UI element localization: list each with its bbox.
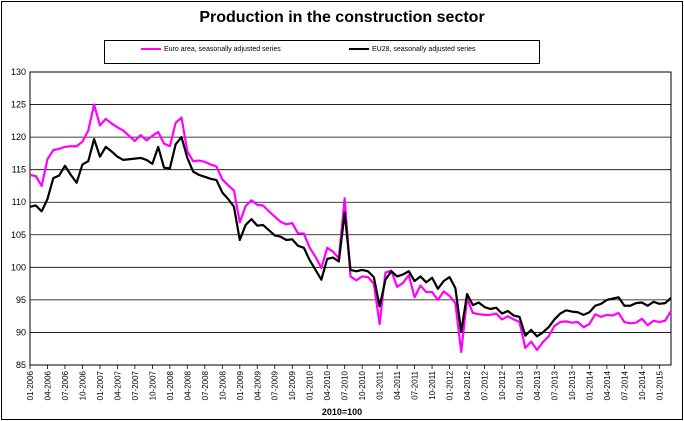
x-tick-label-10-2013: 10-2013	[568, 370, 577, 400]
legend-item-euro-area: Euro area, seasonally adjusted series	[141, 46, 281, 53]
x-tick-label-10-2007: 10-2007	[148, 370, 157, 400]
y-tick-label-95: 95	[16, 295, 26, 305]
x-tick-label-04-2009: 04-2009	[253, 370, 262, 400]
legend-label-euro-area: Euro area, seasonally adjusted series	[164, 46, 281, 53]
x-tick-label-04-2012: 04-2012	[463, 370, 472, 400]
x-tick-label-04-2010: 04-2010	[323, 370, 332, 400]
legend-item-eu28: EU28, seasonally adjusted series	[349, 46, 476, 53]
x-tick-label-01-2010: 01-2010	[306, 370, 315, 400]
x-tick-label-07-2011: 07-2011	[411, 370, 420, 399]
base-year-note: 2010=100	[321, 407, 363, 417]
legend-swatch-euro-area	[141, 48, 161, 51]
y-tick-label-110: 110	[12, 197, 26, 207]
x-tick-label-07-2006: 07-2006	[61, 370, 70, 400]
x-tick-label-10-2014: 10-2014	[638, 370, 647, 400]
legend-label-eu28: EU28, seasonally adjusted series	[372, 46, 476, 53]
y-tick-label-125: 125	[11, 100, 26, 110]
x-tick-label-04-2014: 04-2014	[603, 370, 612, 400]
y-tick-label-115: 115	[12, 165, 26, 175]
x-tick-label-04-2006: 04-2006	[43, 370, 52, 400]
y-tick-label-105: 105	[11, 230, 26, 240]
x-tick-label-07-2009: 07-2009	[271, 370, 280, 400]
series-line-euro-area	[29, 103, 672, 354]
y-tick-label-130: 130	[11, 67, 26, 77]
x-tick-label-01-2007: 01-2007	[96, 370, 105, 400]
x-tick-label-10-2008: 10-2008	[218, 370, 227, 400]
chart-title: Production in the construction sector	[199, 9, 485, 26]
x-tick-label-01-2013: 01-2013	[515, 370, 524, 400]
x-tick-label-07-2012: 07-2012	[481, 370, 490, 400]
x-tick-label-10-2006: 10-2006	[78, 370, 87, 400]
x-tick-label-01-2008: 01-2008	[166, 370, 175, 400]
x-tick-label-07-2010: 07-2010	[341, 370, 350, 400]
x-tick-label-01-2011: 01-2011	[376, 370, 385, 399]
y-tick-label-100: 100	[11, 262, 26, 272]
x-tick-label-01-2006: 01-2006	[26, 370, 35, 400]
x-tick-label-10-2012: 10-2012	[498, 370, 507, 400]
plot-area-border	[29, 71, 672, 366]
x-tick-label-07-2007: 07-2007	[131, 370, 140, 400]
x-tick-label-10-2009: 10-2009	[288, 370, 297, 400]
x-tick-label-04-2007: 04-2007	[113, 370, 122, 400]
y-tick-label-120: 120	[11, 132, 26, 142]
x-tick-label-01-2012: 01-2012	[446, 370, 455, 400]
y-tick-label-85: 85	[16, 360, 26, 370]
y-tick-label-90: 90	[16, 327, 26, 337]
x-tick-label-07-2013: 07-2013	[550, 370, 559, 400]
x-tick-label-01-2015: 01-2015	[655, 370, 664, 400]
x-tick-label-07-2008: 07-2008	[201, 370, 210, 400]
x-tick-label-01-2014: 01-2014	[585, 370, 594, 400]
x-tick-label-07-2014: 07-2014	[620, 370, 629, 400]
legend: Euro area, seasonally adjusted series EU…	[104, 40, 540, 64]
series-line-eu28	[29, 136, 672, 338]
legend-swatch-eu28	[349, 48, 369, 51]
x-tick-label-04-2013: 04-2013	[533, 370, 542, 400]
x-tick-label-10-2011: 10-2011	[428, 370, 437, 399]
x-tick-label-10-2010: 10-2010	[358, 370, 367, 400]
x-tick-label-04-2008: 04-2008	[183, 370, 192, 400]
x-tick-label-04-2011: 04-2011	[393, 370, 402, 399]
x-tick-label-01-2009: 01-2009	[236, 370, 245, 400]
